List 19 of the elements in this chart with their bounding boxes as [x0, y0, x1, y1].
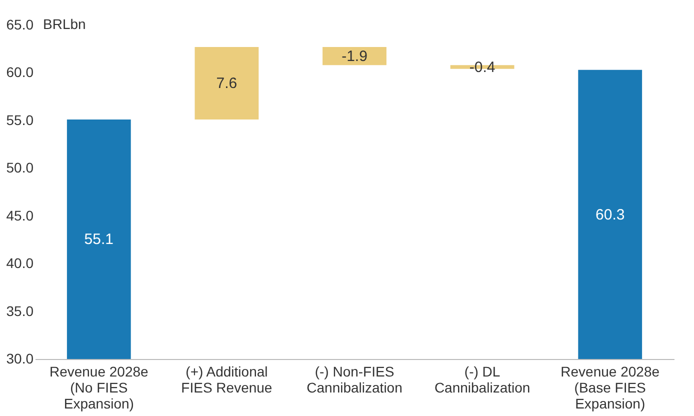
- y-tick-label: 35.0: [6, 302, 34, 319]
- x-tick-label: (+) Additional FIES Revenue: [181, 364, 272, 396]
- y-tick-label: 65.0: [6, 16, 34, 32]
- data-label: 60.3: [596, 206, 625, 224]
- y-axis-title: BRLbn: [43, 16, 86, 32]
- y-tick-label: 50.0: [6, 160, 34, 176]
- y-tick-label: 60.0: [6, 64, 34, 80]
- data-label: -1.9: [342, 48, 368, 66]
- x-tick-label: (-) Non-FIES Cannibalization: [306, 364, 402, 396]
- y-tick-label: 30.0: [6, 350, 34, 366]
- x-tick-label: Revenue 2028e (Base FIES Expansion): [560, 364, 660, 412]
- y-tick-label: 40.0: [6, 255, 34, 272]
- y-tick-label: 55.0: [6, 112, 34, 128]
- data-label: 7.6: [216, 75, 238, 92]
- data-label: 55.1: [84, 231, 114, 248]
- data-label: -0.4: [469, 58, 496, 76]
- y-tick-label: 45.0: [6, 207, 34, 224]
- x-tick-label: Revenue 2028e (No FIES Expansion): [49, 364, 149, 412]
- x-tick-label: (-) DL Cannibalization: [434, 364, 530, 396]
